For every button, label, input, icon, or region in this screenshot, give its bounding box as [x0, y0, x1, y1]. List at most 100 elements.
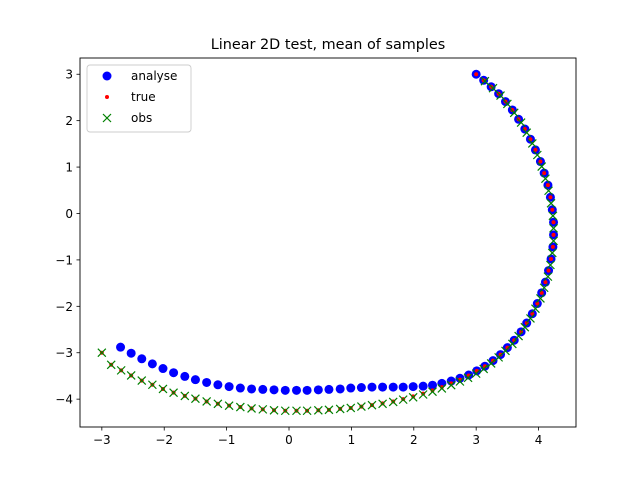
analyse-point: [169, 368, 179, 378]
obs-point: [548, 211, 558, 221]
obs-point: [180, 391, 190, 401]
obs-point: [346, 403, 356, 413]
obs-point: [463, 373, 473, 383]
obs-point: [549, 223, 558, 233]
x-tick-label: −2: [155, 433, 173, 447]
true-point: [474, 72, 479, 77]
legend-label-obs: obs: [131, 111, 152, 125]
obs-point: [507, 339, 517, 349]
analyse-point: [258, 384, 268, 394]
true-point: [538, 159, 543, 164]
obs-point: [408, 392, 418, 402]
true-point: [533, 147, 538, 152]
obs-point: [501, 346, 510, 356]
obs-point: [378, 399, 388, 409]
obs-point: [418, 390, 428, 399]
obs-point: [356, 402, 366, 412]
true-point: [542, 171, 547, 176]
y-tick-label: 0: [65, 207, 73, 221]
obs-point: [480, 76, 490, 86]
obs-point: [549, 236, 558, 246]
true-point: [535, 301, 540, 306]
true-point: [551, 232, 556, 237]
obs-point: [541, 174, 550, 184]
legend-box: [86, 64, 192, 133]
true-point: [543, 280, 548, 285]
analyse-point: [137, 354, 147, 364]
true-point: [421, 391, 426, 396]
obs-point: [126, 371, 136, 380]
obs-point: [547, 248, 557, 258]
legend: analyse true obs: [86, 64, 192, 133]
obs-point: [539, 283, 549, 293]
y-tick-label: −4: [55, 393, 73, 407]
axes-frame: [79, 57, 577, 428]
analyse-point: [116, 342, 126, 352]
obs-point: [516, 118, 526, 127]
legend-label-analyse: analyse: [131, 69, 177, 83]
obs-point: [546, 198, 556, 208]
obs-point: [202, 397, 212, 406]
analyse-point: [280, 385, 290, 395]
obs-point: [531, 304, 540, 314]
analyse-point: [302, 385, 312, 395]
obs-point: [471, 369, 481, 379]
y-tick-label: −1: [55, 253, 73, 267]
obs-point: [280, 406, 290, 416]
obs-point: [292, 406, 301, 416]
obs-point: [190, 394, 200, 404]
x-tick-label: 2: [410, 433, 418, 447]
obs-point: [398, 395, 408, 405]
x-tick-label: 3: [472, 433, 480, 447]
series-obs: [97, 76, 558, 416]
x-tick-label: 1: [348, 433, 356, 447]
obs-point: [532, 150, 542, 160]
plot-area: [97, 69, 559, 416]
obs-point: [388, 397, 398, 407]
obs-point: [235, 402, 245, 412]
obs-point: [258, 404, 268, 414]
true-point: [549, 256, 554, 261]
obs-point: [428, 387, 437, 397]
analyse-point: [158, 364, 168, 374]
obs-point: [496, 91, 505, 101]
true-point: [550, 244, 555, 249]
x-axis-ticks: −3 −2 −1 0 1 2 3 4: [93, 427, 542, 447]
analyse-point: [213, 380, 223, 390]
obs-point: [494, 352, 504, 362]
obs-point: [106, 360, 116, 370]
true-point: [510, 107, 515, 112]
true-point: [550, 207, 555, 212]
obs-point: [324, 405, 334, 415]
obs-point: [269, 405, 279, 415]
x-tick-label: 4: [535, 433, 543, 447]
obs-point: [446, 380, 456, 390]
obs-point: [543, 272, 553, 282]
true-point: [411, 394, 416, 399]
series-layer: [97, 69, 559, 416]
obs-point: [536, 294, 545, 303]
obs-point: [313, 405, 323, 415]
analyse-point: [224, 382, 234, 392]
obs-point: [514, 331, 524, 341]
obs-point: [509, 108, 519, 118]
analyse-point: [247, 384, 257, 394]
analyse-point: [235, 383, 245, 393]
analyse-point: [378, 382, 388, 392]
legend-marker-true: [105, 95, 109, 99]
obs-point: [169, 388, 179, 398]
y-tick-label: 3: [65, 68, 73, 82]
obs-point: [544, 186, 553, 196]
analyse-point: [180, 371, 190, 381]
analyse-point: [367, 382, 377, 392]
x-tick-label: −1: [218, 433, 236, 447]
obs-point: [224, 401, 234, 411]
obs-point: [486, 358, 496, 368]
analyse-point: [428, 380, 438, 390]
y-axis-ticks: −4 −3 −2 −1 0 1 2 3: [55, 68, 80, 407]
obs-point: [502, 99, 512, 109]
obs-point: [247, 404, 256, 413]
chart-title: Linear 2D test, mean of samples: [211, 37, 446, 53]
